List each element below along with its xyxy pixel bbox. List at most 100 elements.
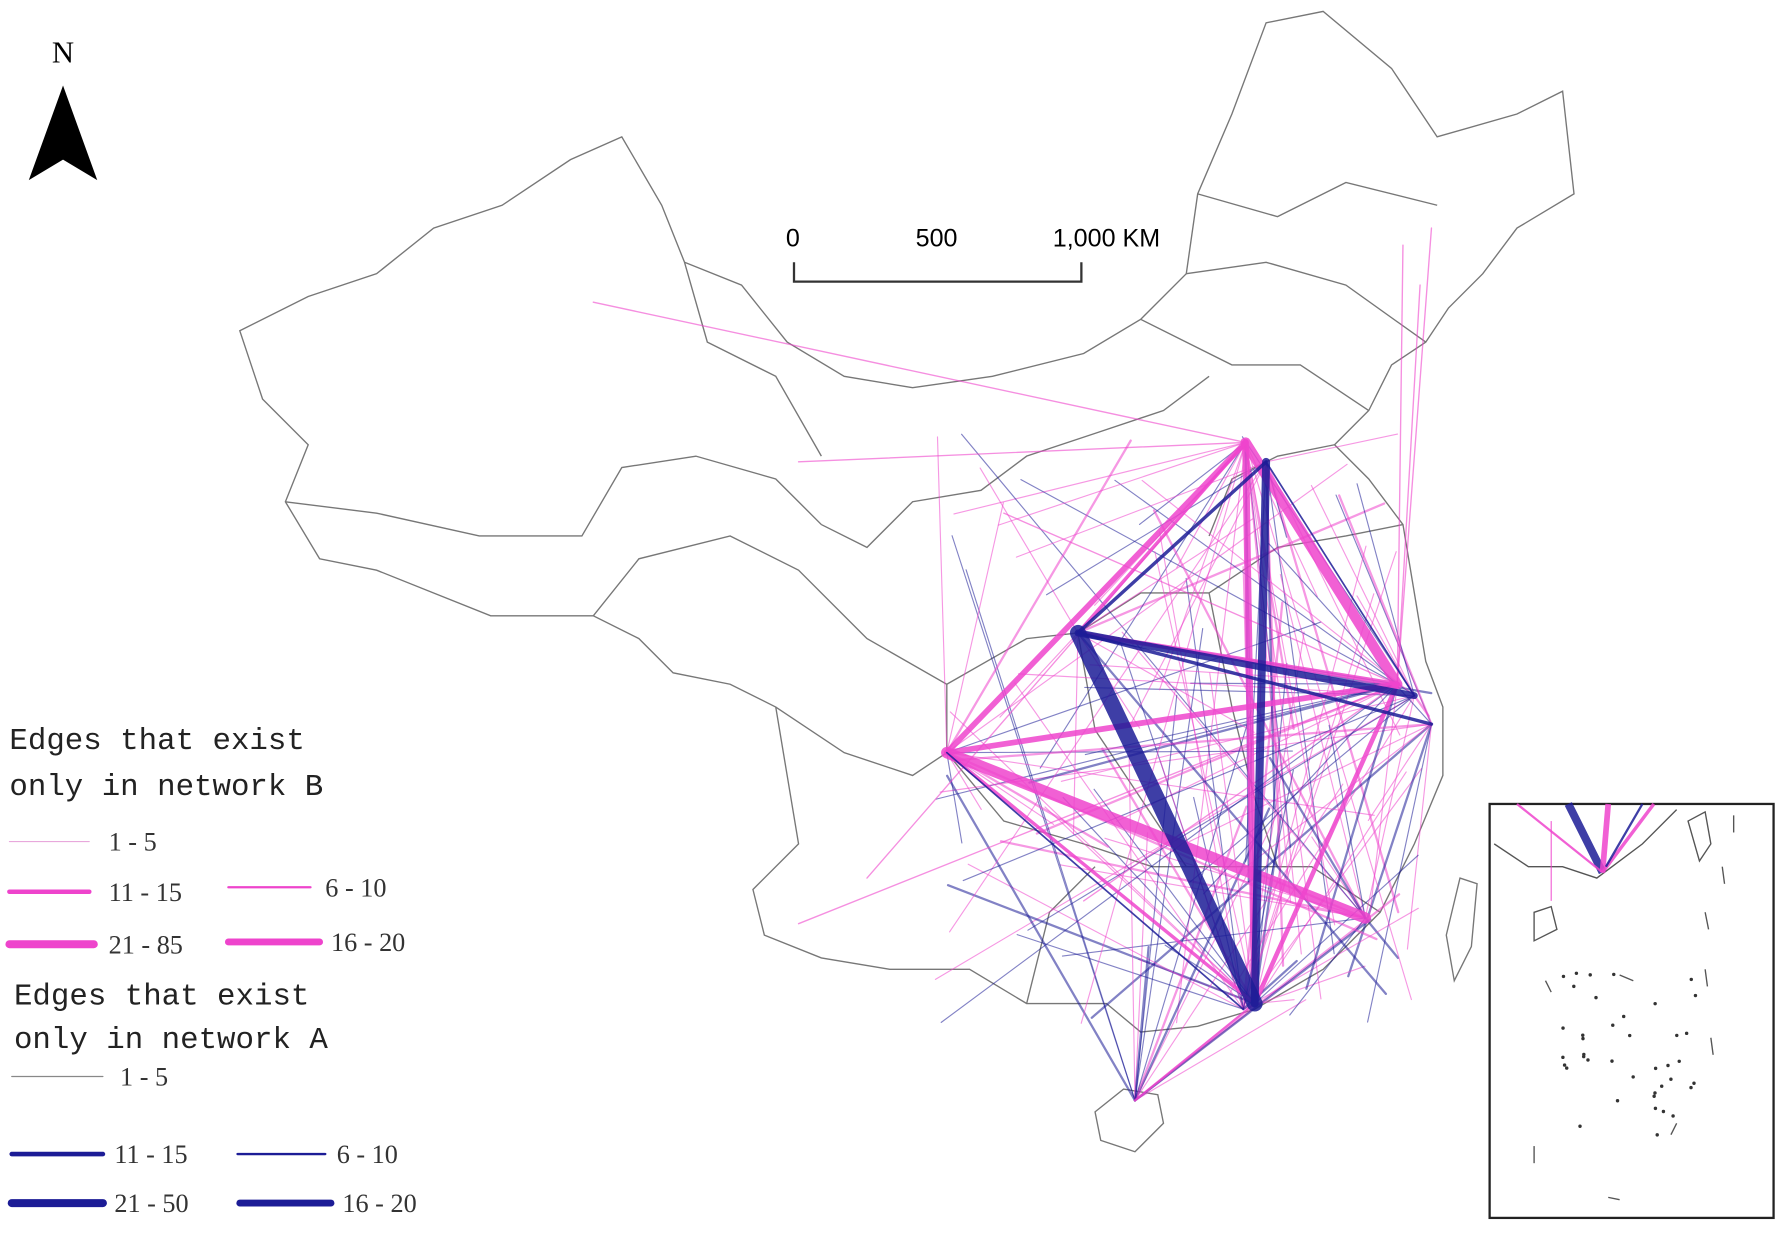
- legend-item: 21 - 85: [109, 930, 183, 959]
- inset-island: [1561, 1026, 1565, 1030]
- legend-item: 6 - 10: [325, 873, 386, 902]
- edge: [1250, 457, 1271, 1008]
- edge: [1254, 771, 1407, 1005]
- edge: [1265, 433, 1399, 463]
- inset-island: [1666, 1063, 1670, 1068]
- legend-title: Edges that exist: [9, 724, 304, 759]
- edge: [979, 467, 1079, 634]
- inset-coast: [1493, 809, 1712, 942]
- edge: [1134, 999, 1307, 1102]
- edge: [951, 535, 1136, 1102]
- edge: [1413, 694, 1430, 718]
- edge: [1039, 441, 1247, 769]
- edge: [1016, 934, 1244, 1010]
- inset-island: [1594, 995, 1598, 1000]
- legend-title: only in network A: [14, 1023, 328, 1058]
- edge: [1076, 631, 1434, 726]
- edge: [1367, 723, 1433, 1023]
- edge: [1134, 832, 1149, 1102]
- inset-frame: [1488, 802, 1775, 1220]
- legend: Edges that exist only in network B 1 - 5 11…: [5, 724, 417, 1218]
- edge: [1289, 917, 1366, 1016]
- scale-bar: 0 500 1,000 KM: [786, 224, 1160, 283]
- edge: [1264, 460, 1400, 914]
- inset-island: [1565, 1066, 1569, 1070]
- inset-island: [1670, 1122, 1678, 1135]
- edge: [999, 632, 1079, 718]
- inset-island: [1704, 969, 1709, 987]
- network-edges: [592, 227, 1434, 1102]
- edge: [945, 750, 1257, 1006]
- edge: [1003, 512, 1398, 685]
- inset-island: [1581, 1036, 1585, 1041]
- edge: [1069, 624, 1263, 1012]
- scale-bar-line: [792, 262, 1083, 283]
- inset-island: [1721, 866, 1726, 884]
- inset-island: [1619, 974, 1634, 982]
- inset-island: [1561, 1055, 1565, 1060]
- edge: [946, 884, 1256, 1005]
- inset-island: [1586, 1058, 1590, 1062]
- legend-item: 11 - 15: [109, 878, 182, 907]
- edge: [1242, 907, 1419, 1010]
- edge: [1254, 854, 1419, 1005]
- inset-island: [1610, 1059, 1614, 1063]
- inset-island: [1653, 1001, 1657, 1006]
- inset-island: [1572, 984, 1576, 989]
- edge: [1252, 681, 1400, 1006]
- inset-island: [1675, 1033, 1679, 1038]
- edge: [1268, 757, 1367, 920]
- edge: [1045, 461, 1267, 596]
- edge: [936, 436, 948, 754]
- inset-map: [1488, 802, 1775, 1220]
- inset-island: [1631, 1075, 1635, 1079]
- inset-edge: [1604, 803, 1644, 868]
- inset-island: [1692, 1081, 1696, 1085]
- edge: [946, 750, 1293, 754]
- inset-island: [1710, 1037, 1714, 1055]
- edge: [1020, 479, 1398, 685]
- inset-edge: [1599, 803, 1612, 873]
- inset-island: [1582, 1052, 1586, 1057]
- inset-island: [1612, 972, 1616, 977]
- hainan-island: [1094, 1088, 1165, 1153]
- edge: [1176, 441, 1247, 569]
- edge: [1245, 441, 1336, 926]
- legend-item: 1 - 5: [109, 828, 157, 857]
- edge: [1044, 806, 1256, 1005]
- inset-island: [1653, 1066, 1658, 1071]
- legend-item: 6 - 10: [337, 1140, 398, 1169]
- inset-island: [1659, 1084, 1664, 1088]
- scale-label: 500: [916, 224, 958, 252]
- inset-island: [1693, 993, 1698, 998]
- inset-island: [1611, 1023, 1615, 1027]
- inset-island: [1608, 1196, 1620, 1201]
- edge: [1406, 723, 1433, 950]
- inset-island: [1652, 1094, 1656, 1098]
- north-arrow: N: [28, 36, 98, 181]
- north-label: N: [52, 36, 74, 70]
- edge: [1154, 551, 1256, 1005]
- inset-island: [1544, 980, 1552, 993]
- edge: [1242, 545, 1367, 1010]
- edge: [1254, 662, 1288, 1005]
- inset-island: [1588, 973, 1592, 977]
- edge: [1076, 460, 1268, 635]
- edge: [1265, 461, 1335, 955]
- edge: [1367, 723, 1433, 822]
- edge: [946, 752, 1375, 816]
- edge: [1077, 518, 1254, 634]
- inset-island: [1653, 1106, 1658, 1111]
- edge: [1061, 917, 1366, 957]
- edge: [1328, 724, 1366, 919]
- edge: [945, 774, 1137, 1102]
- edge: [1245, 441, 1412, 1001]
- edge: [1134, 694, 1178, 1102]
- legend-item: 16 - 20: [342, 1189, 416, 1218]
- edge: [945, 751, 1245, 1011]
- inset-island: [1628, 1033, 1632, 1038]
- edge: [1128, 751, 1136, 1102]
- north-arrow-shape: [28, 85, 98, 181]
- edge: [1203, 683, 1398, 895]
